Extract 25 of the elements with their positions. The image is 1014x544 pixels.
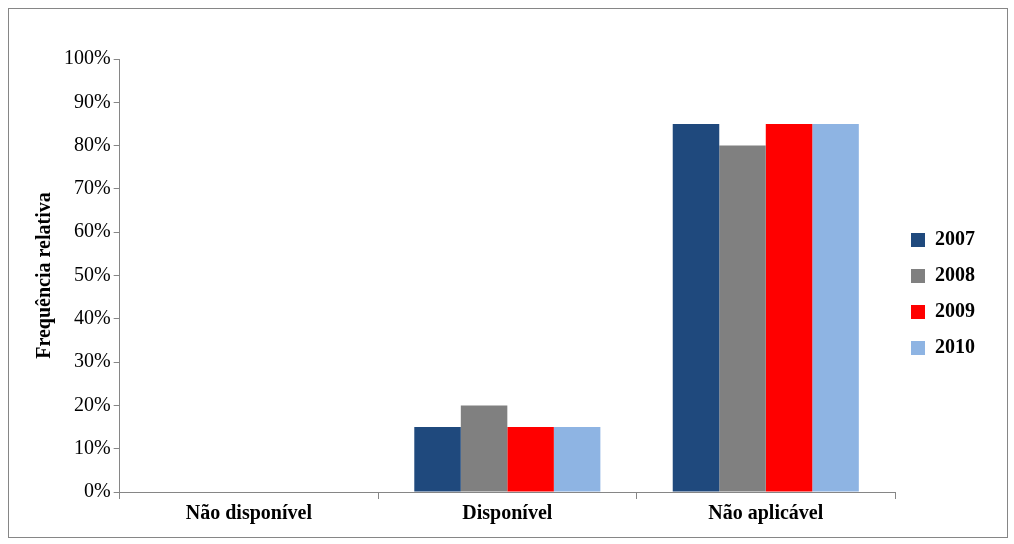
bar xyxy=(765,123,813,492)
y-tick-label: 60% xyxy=(73,219,111,242)
x-tick-label: Não aplicável xyxy=(708,501,824,525)
y-tick-label: 80% xyxy=(73,132,111,155)
bar xyxy=(414,427,461,492)
bar xyxy=(553,427,601,492)
bar xyxy=(812,123,859,492)
y-tick-label: 100% xyxy=(63,46,111,69)
legend-label: 2009 xyxy=(935,299,975,322)
x-tick-label: Não disponível xyxy=(185,501,313,525)
y-tick-label: 90% xyxy=(73,89,111,112)
y-tick-label: 70% xyxy=(73,176,111,199)
y-tick-label: 30% xyxy=(73,349,111,372)
y-axis-title: Frequência relativa xyxy=(32,192,56,359)
y-tick-label: 40% xyxy=(73,306,111,329)
y-tick-label: 50% xyxy=(73,262,111,285)
bar xyxy=(507,427,554,492)
bar xyxy=(672,123,720,492)
y-tick-label: 0% xyxy=(83,479,111,502)
x-tick-label: Disponível xyxy=(462,501,553,525)
legend-label: 2010 xyxy=(935,335,975,358)
legend-label: 2008 xyxy=(935,263,975,286)
y-tick-label: 10% xyxy=(73,435,111,458)
legend-label: 2007 xyxy=(935,227,975,250)
y-tick-label: 20% xyxy=(73,392,111,415)
